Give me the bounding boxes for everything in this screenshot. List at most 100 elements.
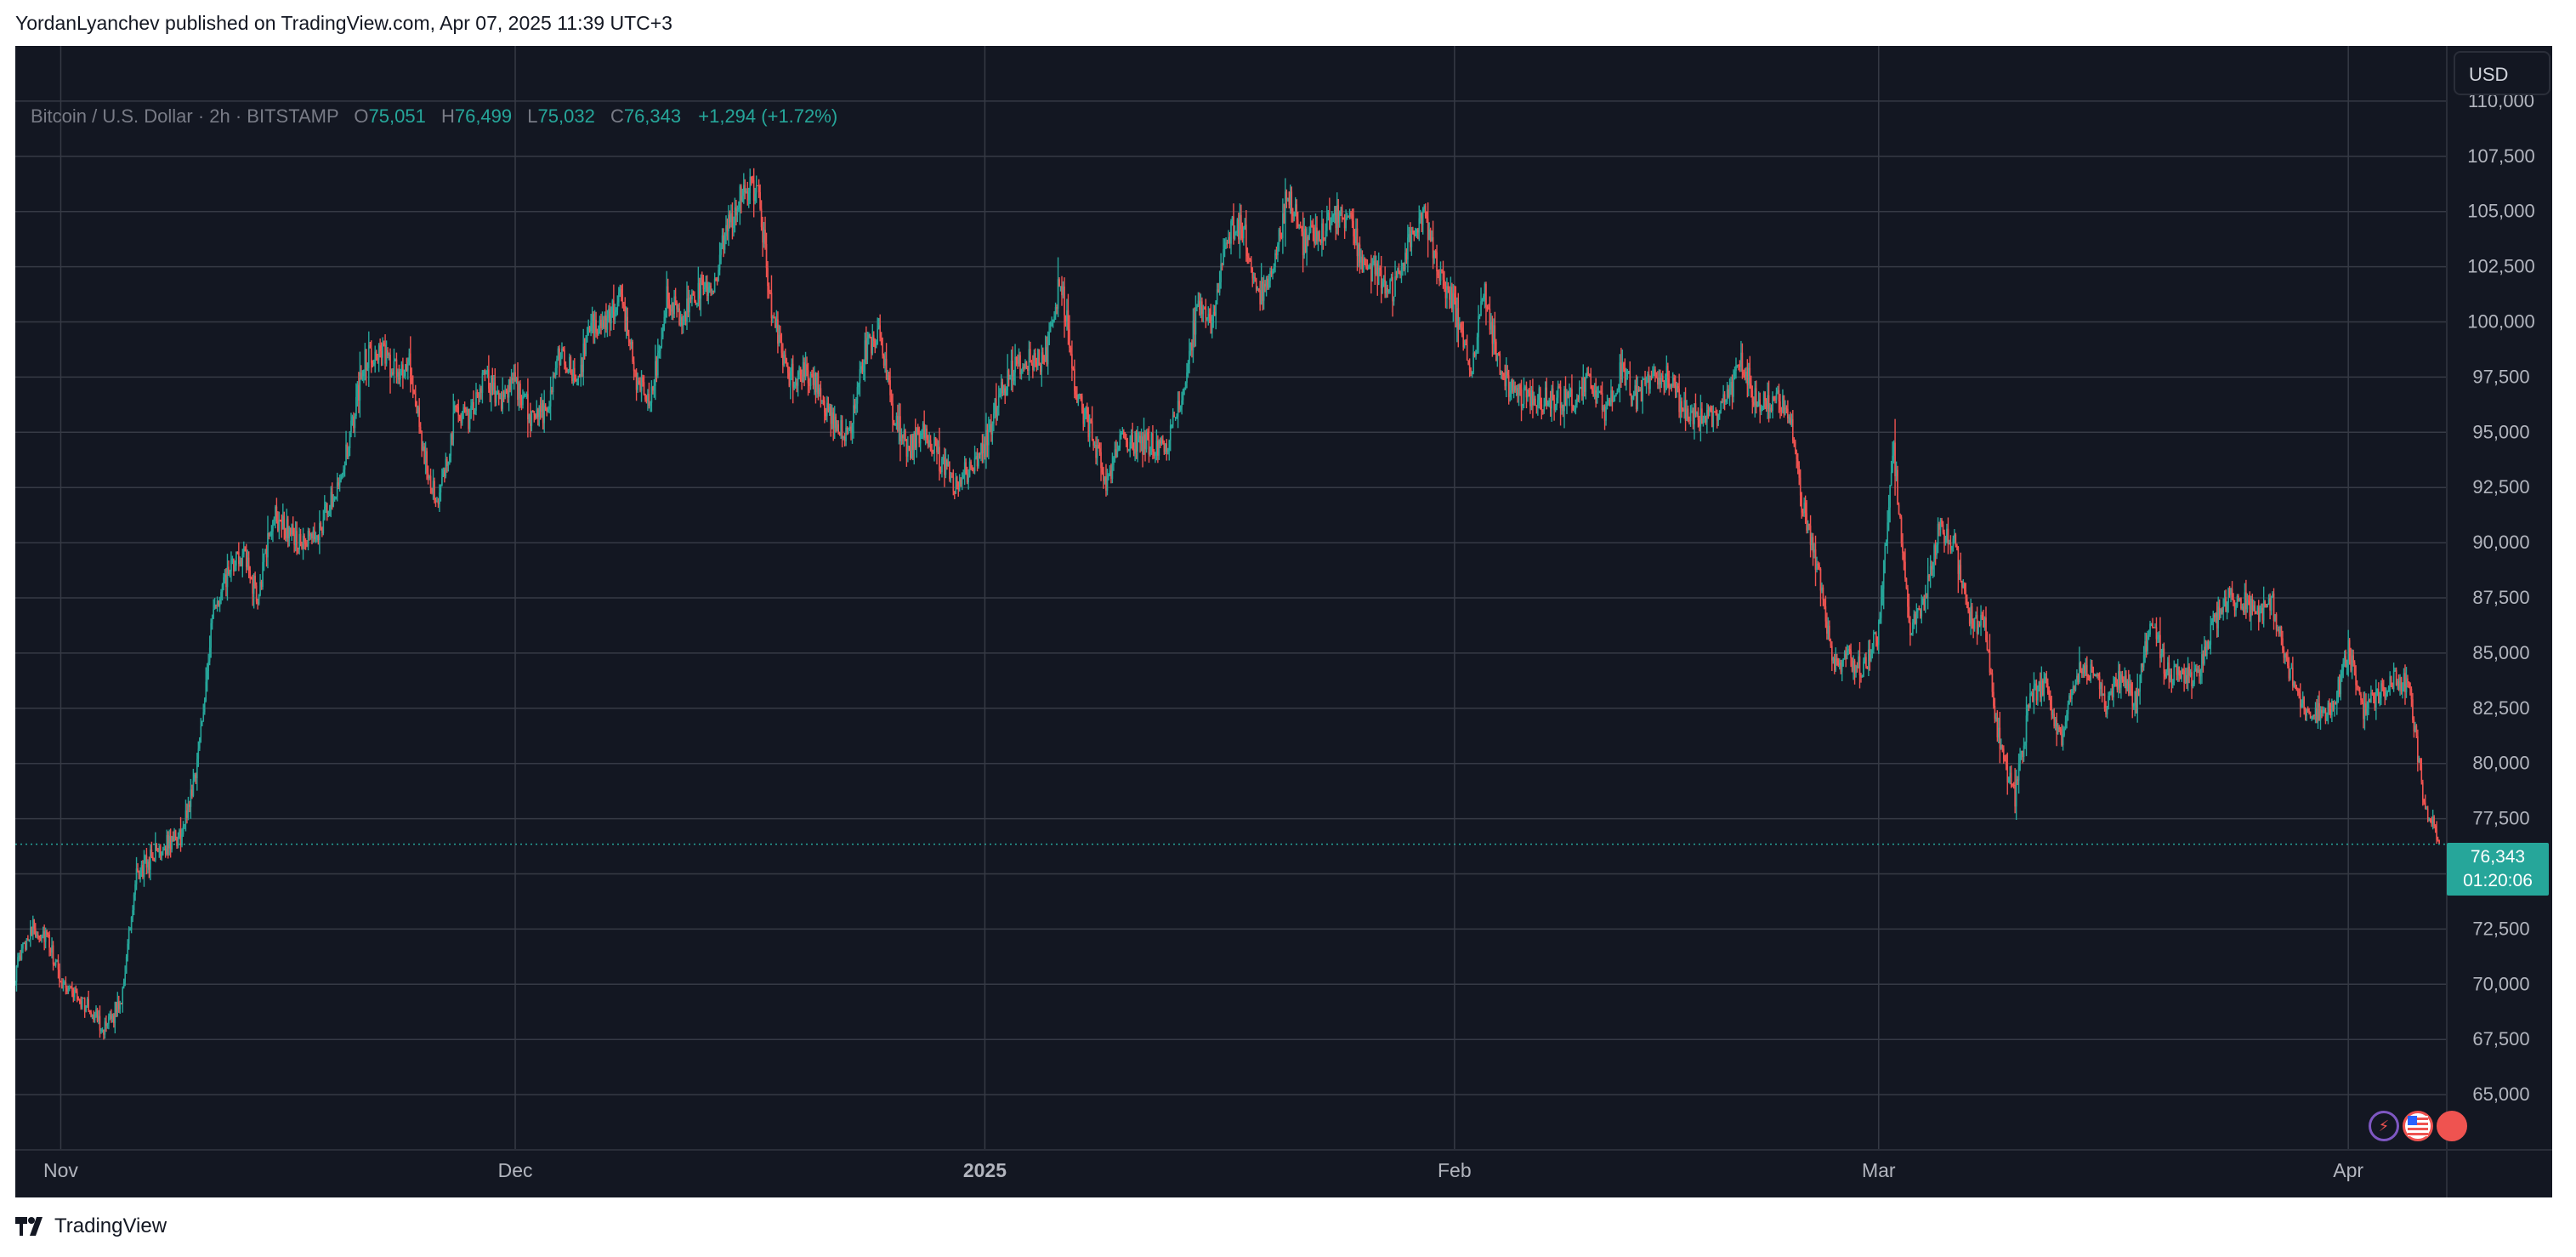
candle-body (1683, 400, 1685, 412)
candle-body (846, 427, 848, 429)
candle-body (1574, 409, 1575, 411)
candle-body (647, 394, 649, 401)
candle-body (514, 372, 516, 381)
candle-body (2101, 683, 2103, 696)
candle-body (1075, 390, 1077, 395)
candle-body (1306, 236, 1308, 253)
candle-body (309, 531, 310, 537)
candle-body (1912, 622, 1914, 634)
candle-body (1688, 419, 1690, 422)
candle-body (475, 392, 477, 411)
candle-body (775, 318, 776, 328)
candle-body (1208, 313, 1211, 317)
currency-button[interactable]: USD (2454, 51, 2550, 95)
candle-body (1183, 388, 1185, 390)
candle-body (884, 358, 886, 366)
candle-body (2082, 665, 2085, 674)
candle-body (1085, 407, 1087, 414)
us-flag-icon[interactable] (2403, 1111, 2433, 1141)
candle-body (2235, 606, 2237, 611)
candle-body (830, 407, 832, 424)
candle-body (317, 535, 320, 541)
candle-body (1054, 307, 1057, 316)
candle-body (523, 395, 525, 397)
candle-body (1679, 401, 1682, 412)
candle-body (384, 344, 386, 364)
chart-pane[interactable]: 65,00067,50070,00072,50075,00077,50080,0… (15, 46, 2552, 1197)
candle-body (843, 436, 844, 439)
candle-body (162, 850, 164, 852)
candle-body (2353, 662, 2356, 675)
candle-body (2288, 666, 2290, 679)
candle-body (1363, 258, 1365, 273)
candle-body (1337, 205, 1340, 223)
candle-body (664, 313, 667, 317)
candle-body (2306, 708, 2309, 711)
candle-body (1496, 353, 1499, 361)
candle-body (1932, 561, 1934, 570)
candle-body (494, 382, 496, 403)
candle-body (258, 594, 260, 605)
candle-body (238, 552, 240, 565)
candle-body (2178, 667, 2180, 676)
close-value: 76,343 (623, 105, 682, 127)
candle-body (196, 759, 198, 779)
candle-body (578, 376, 581, 378)
candle-body (792, 363, 794, 388)
candle-body (996, 407, 999, 417)
lightning-icon[interactable]: ⚡ (2369, 1111, 2399, 1141)
candle-body (2096, 674, 2098, 676)
candle-body (1277, 244, 1279, 256)
candle-body (984, 444, 986, 458)
candle-body (544, 405, 547, 408)
candle-body (542, 403, 544, 424)
y-tick-label: 72,500 (2472, 918, 2529, 939)
candle-body (1163, 443, 1166, 452)
candle-body (335, 496, 337, 498)
candle-body (1269, 270, 1271, 282)
candle-body (244, 549, 247, 552)
candle-body (345, 444, 347, 465)
economic-calendar-icon[interactable] (2437, 1111, 2467, 1141)
candle-body (633, 361, 635, 372)
candle-body (1819, 565, 1820, 569)
candle-body (1975, 615, 1977, 618)
candle-body (673, 296, 675, 315)
candle-body (1402, 263, 1404, 269)
candle-body (1949, 543, 1950, 544)
candle-body (956, 477, 958, 483)
candle-body (1551, 388, 1552, 409)
candle-body (1020, 368, 1023, 375)
candle-body (820, 388, 822, 401)
candle-body (1400, 268, 1403, 276)
candle-body (1977, 624, 1979, 634)
candle-body (220, 592, 222, 600)
candle-body (574, 367, 576, 380)
candle-body (2181, 669, 2182, 679)
candle-body (2209, 645, 2210, 649)
tradingview-logo[interactable]: TradingView (15, 1214, 167, 1238)
candle-body (689, 297, 692, 300)
candle-body (703, 287, 706, 289)
candle-body (730, 213, 732, 223)
candle-body (484, 370, 486, 375)
candle-body (826, 402, 828, 417)
candle-body (2012, 785, 2015, 787)
candlestick-chart[interactable]: 65,00067,50070,00072,50075,00077,50080,0… (15, 46, 2552, 1197)
candle-body (536, 409, 539, 418)
candle-body (2314, 708, 2317, 716)
candle-body (293, 534, 295, 545)
candle-body (1410, 234, 1411, 247)
candle-body (1502, 374, 1505, 376)
candle-body (1204, 308, 1206, 310)
candle-body (1902, 543, 1904, 553)
x-tick-label: Feb (1438, 1159, 1472, 1181)
candle-body (600, 320, 602, 328)
candle-body (1926, 575, 1929, 598)
candle-body (1473, 352, 1476, 356)
candle-body (1892, 455, 1893, 473)
candle-body (1538, 388, 1540, 401)
candle-body (434, 481, 435, 501)
candle-body (767, 268, 769, 287)
candle-body (231, 558, 234, 560)
